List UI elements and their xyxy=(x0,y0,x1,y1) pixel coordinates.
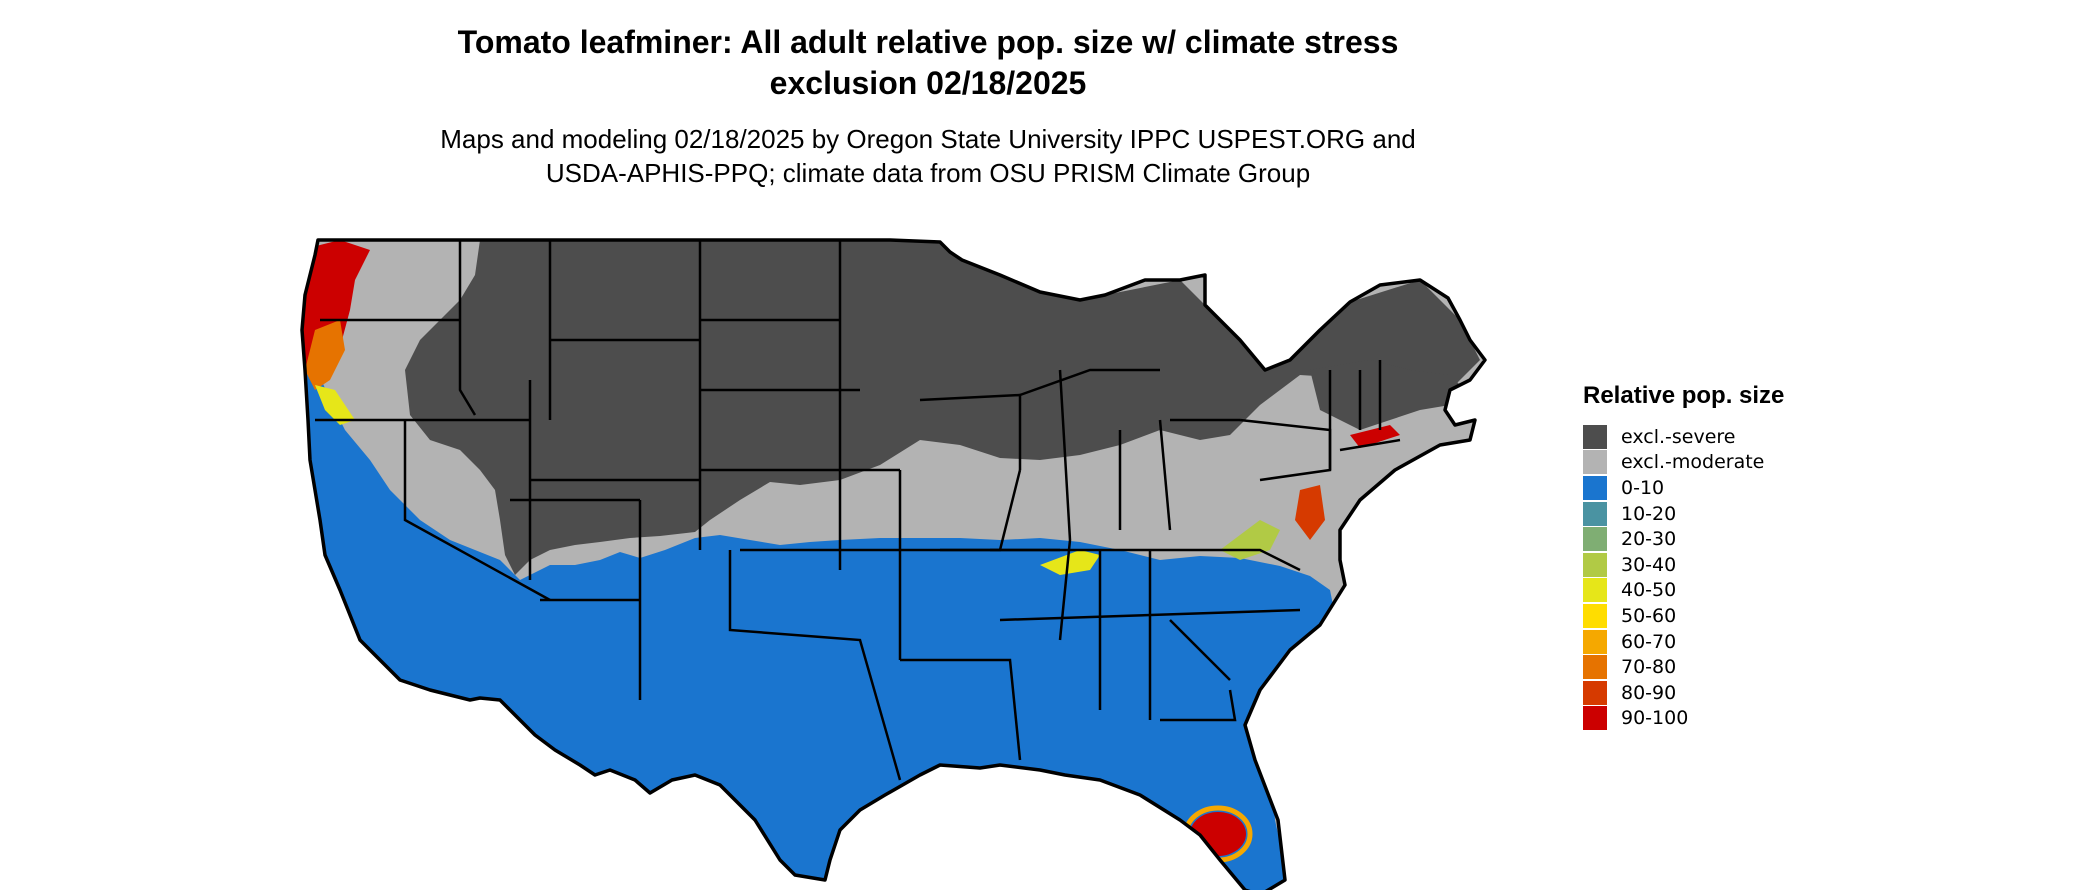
legend-swatch xyxy=(1583,655,1607,680)
map-title: Tomato leafminer: All adult relative pop… xyxy=(0,22,1856,104)
legend-swatch xyxy=(1583,450,1607,475)
legend-label: 50-60 xyxy=(1621,604,1677,627)
map-legend: Relative pop. size excl.-severe excl.-mod… xyxy=(1583,382,1784,731)
legend-item: 70-80 xyxy=(1583,654,1784,680)
legend-item: 90-100 xyxy=(1583,706,1784,732)
legend-swatch xyxy=(1583,578,1607,603)
map-subtitle-line-1: Maps and modeling 02/18/2025 by Oregon S… xyxy=(440,124,1416,154)
legend-swatch xyxy=(1583,680,1607,705)
legend-item: 20-30 xyxy=(1583,526,1784,552)
legend-item: 60-70 xyxy=(1583,629,1784,655)
legend-label: excl.-moderate xyxy=(1621,451,1765,474)
legend-swatch xyxy=(1583,629,1607,654)
legend-items: excl.-severe excl.-moderate 0-10 10-20 20-30… xyxy=(1583,424,1784,731)
legend-item: 80-90 xyxy=(1583,680,1784,706)
state-borders xyxy=(315,240,1401,781)
legend-label: 80-90 xyxy=(1621,681,1677,704)
region-80-90-chesapeake xyxy=(1295,485,1325,540)
usa-outline xyxy=(300,238,1487,890)
legend-item: excl.-severe xyxy=(1583,424,1784,450)
legend-swatch xyxy=(1583,501,1607,526)
legend-label: 20-30 xyxy=(1621,528,1677,551)
legend-item: 30-40 xyxy=(1583,552,1784,578)
legend-swatch xyxy=(1583,424,1607,449)
map-title-line-2: exclusion 02/18/2025 xyxy=(769,65,1087,101)
legend-label: 60-70 xyxy=(1621,630,1677,653)
legend-swatch xyxy=(1583,552,1607,577)
usa-map xyxy=(300,238,1487,890)
map-subtitle: Maps and modeling 02/18/2025 by Oregon S… xyxy=(0,122,1856,190)
legend-label: 70-80 xyxy=(1621,656,1677,679)
legend-item: excl.-moderate xyxy=(1583,450,1784,476)
legend-label: 90-100 xyxy=(1621,707,1689,730)
legend-label: 30-40 xyxy=(1621,553,1677,576)
region-excl-severe-northeast xyxy=(1310,360,1465,430)
legend-label: excl.-severe xyxy=(1621,425,1736,448)
region-70-80-oregon-coast xyxy=(305,320,345,390)
legend-swatch xyxy=(1583,706,1607,731)
region-excl-severe xyxy=(405,240,1480,575)
legend-item: 40-50 xyxy=(1583,578,1784,604)
legend-label: 40-50 xyxy=(1621,579,1677,602)
legend-label: 0-10 xyxy=(1621,476,1665,499)
legend-item: 50-60 xyxy=(1583,603,1784,629)
legend-title: Relative pop. size xyxy=(1583,382,1785,409)
legend-item: 10-20 xyxy=(1583,501,1784,527)
region-40-50-kentucky xyxy=(1040,550,1100,575)
legend-swatch xyxy=(1583,475,1607,500)
legend-label: 10-20 xyxy=(1621,502,1677,525)
map-subtitle-line-2: USDA-APHIS-PPQ; climate data from OSU PR… xyxy=(545,158,1311,188)
legend-item: 0-10 xyxy=(1583,475,1784,501)
region-40-50-ca-coast xyxy=(315,385,355,425)
region-90-100-long-island xyxy=(1350,425,1400,448)
legend-swatch xyxy=(1583,603,1607,628)
legend-swatch xyxy=(1583,527,1607,552)
map-title-line-1: Tomato leafminer: All adult relative pop… xyxy=(457,24,1399,60)
